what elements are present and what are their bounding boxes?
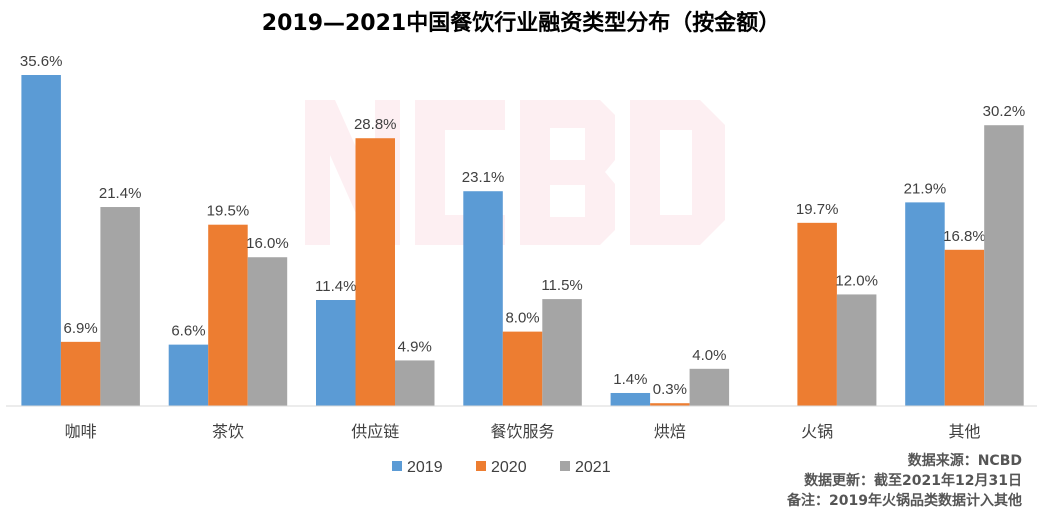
bar-2021 — [100, 207, 140, 406]
bar-2021 — [247, 257, 288, 406]
data-label: 21.4% — [99, 185, 142, 202]
data-label: 28.8% — [354, 116, 397, 133]
bar-2021 — [395, 360, 435, 406]
chart-title: 2019—2021中国餐饮行业融资类型分布（按金额） — [262, 10, 780, 36]
legend-swatch — [392, 461, 402, 471]
bar-2020 — [355, 138, 395, 406]
bar-2019 — [610, 392, 651, 406]
footnote: 备注：2019年火锅品类数据计入其他 — [786, 492, 1022, 509]
bar-2020 — [650, 403, 690, 406]
data-label: 30.2% — [983, 103, 1026, 120]
legend-swatch — [560, 461, 570, 471]
data-label: 11.5% — [541, 277, 582, 294]
bar-2020 — [944, 249, 985, 406]
category-label: 咖啡 — [65, 422, 97, 441]
data-label: 11.4% — [315, 278, 356, 295]
bar-2019 — [463, 191, 503, 406]
bar-2019 — [168, 344, 209, 406]
data-label: 8.0% — [505, 310, 539, 327]
bar-2021 — [984, 125, 1024, 407]
data-label: 23.1% — [462, 169, 505, 186]
legend-label: 2019 — [407, 459, 443, 476]
category-label: 其他 — [948, 422, 980, 441]
bar-2019 — [905, 202, 945, 406]
bar-2021 — [836, 294, 877, 406]
data-label: 12.0% — [835, 272, 878, 289]
bar-2020 — [797, 222, 837, 406]
data-label: 16.0% — [246, 235, 289, 252]
data-label: 35.6% — [20, 53, 63, 70]
data-label: 21.9% — [904, 180, 947, 197]
category-label: 茶饮 — [212, 422, 244, 441]
data-label: 6.6% — [171, 323, 205, 340]
data-label: 0.3% — [653, 381, 687, 398]
bar-2021 — [542, 299, 582, 406]
category-label: 供应链 — [351, 422, 399, 441]
legend-swatch — [476, 461, 486, 471]
data-label: 6.9% — [64, 320, 98, 337]
data-label: 16.8% — [943, 228, 986, 245]
category-label: 餐饮服务 — [491, 422, 555, 441]
bar-2020 — [208, 224, 248, 406]
data-label: 1.4% — [613, 371, 647, 388]
data-label: 19.7% — [796, 201, 839, 218]
bar-2021 — [689, 368, 730, 406]
footnote: 数据更新：截至2021年12月31日 — [804, 472, 1022, 489]
data-label: 19.5% — [207, 203, 250, 220]
watermark-logo — [305, 100, 725, 245]
bar-2020 — [60, 341, 101, 406]
footnote: 数据来源：NCBD — [908, 452, 1022, 469]
category-label: 火锅 — [801, 422, 833, 441]
data-label: 4.0% — [692, 347, 726, 364]
category-label: 烘焙 — [654, 422, 686, 441]
bar-2020 — [502, 331, 543, 406]
bar-2019 — [21, 75, 61, 406]
legend-label: 2021 — [575, 459, 611, 476]
legend-label: 2020 — [491, 459, 527, 476]
bar-2019 — [316, 300, 356, 406]
data-label: 4.9% — [398, 338, 432, 355]
